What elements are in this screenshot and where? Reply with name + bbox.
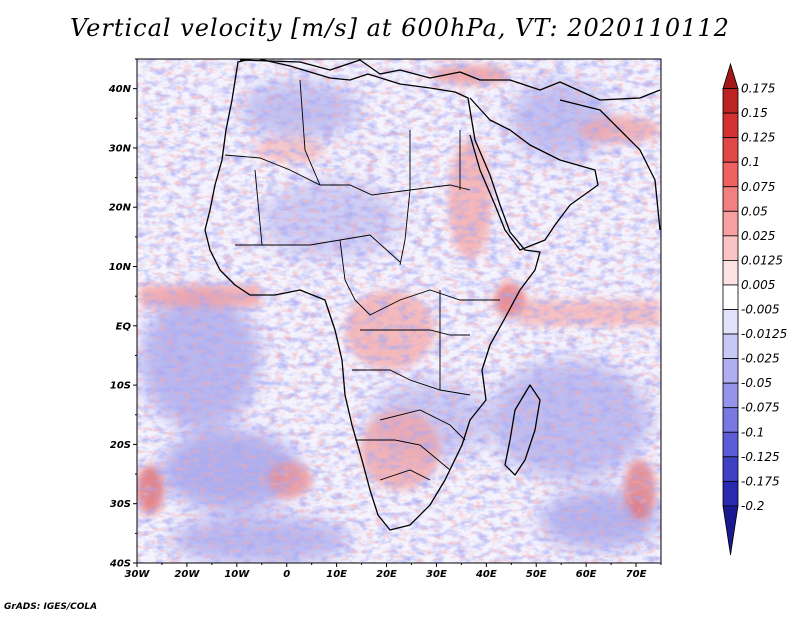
y-tick-label: 30S — [110, 499, 131, 510]
colorbar-segment — [722, 235, 739, 261]
coastlines — [204, 59, 661, 531]
colorbar-segment — [722, 333, 739, 359]
colorbar-label: -0.2 — [741, 499, 764, 513]
x-tick-label: 60E — [576, 569, 597, 580]
vertical-velocity-field — [137, 59, 661, 563]
y-tick-label: 20N — [109, 203, 132, 214]
x-tick-label: 30W — [125, 569, 151, 580]
colorbar-label: 0.0125 — [741, 253, 783, 267]
x-tick-label: 20E — [376, 569, 397, 580]
y-tick-label: 40S — [109, 559, 131, 570]
y-tick-label: 20S — [110, 440, 131, 451]
colorbar-label: -0.175 — [741, 474, 780, 488]
country-borders — [224, 79, 500, 481]
colorbar-top-arrow — [722, 62, 739, 89]
colorbar-bottom-arrow — [722, 505, 739, 556]
colorbar-label: -0.0125 — [741, 327, 787, 341]
colorbar-segment — [722, 309, 739, 335]
colorbar-segment — [722, 186, 739, 212]
colorbar-segment — [722, 137, 739, 163]
plot-frame — [136, 58, 662, 564]
x-tick-label: 10E — [326, 569, 347, 580]
x-tick-label: 50E — [526, 569, 547, 580]
colorbar-label: -0.025 — [741, 352, 780, 366]
colorbar-label: 0.025 — [741, 229, 775, 243]
y-tick-label: 10S — [110, 381, 131, 392]
colorbar-segment — [722, 161, 739, 188]
colorbar-segment — [722, 358, 739, 384]
colorbar-label: -0.125 — [741, 450, 780, 464]
y-tick-label: 40N — [108, 84, 132, 95]
colorbar-label: -0.05 — [741, 376, 772, 390]
colorbar-segment — [722, 284, 739, 310]
y-tick-label: EQ — [116, 321, 132, 332]
colorbar-segment — [722, 456, 739, 482]
colorbar-label: 0.05 — [741, 204, 768, 218]
x-tick-label: 0 — [283, 569, 290, 580]
y-tick-label: 10N — [109, 262, 132, 273]
colorbar-label: 0.125 — [741, 131, 775, 145]
colorbar-segment — [722, 382, 739, 409]
colorbar-label: 0.1 — [741, 155, 760, 169]
colorbar-label: -0.005 — [741, 303, 780, 317]
x-tick-label: 30E — [426, 569, 447, 580]
colorbar-label: -0.075 — [741, 401, 780, 415]
y-tick-label: 30N — [109, 143, 132, 154]
map-title: Vertical velocity [m/s] at 600hPa, VT: 2… — [70, 14, 730, 42]
x-tick-label: 10W — [224, 569, 250, 580]
x-tick-label: 40E — [475, 569, 497, 580]
x-axis: 30W 20W 10W 0 10E 20E 30E 40E 50E 60E 70E — [125, 563, 662, 580]
colorbar-segment — [722, 210, 739, 237]
grads-credit: GrADS: IGES/COLA — [4, 602, 98, 612]
colorbar-label: 0.075 — [741, 180, 775, 194]
colorbar-segment — [722, 480, 739, 507]
colorbar-label: -0.1 — [741, 425, 764, 439]
x-tick-label: 20W — [174, 569, 200, 580]
x-tick-label: 70E — [626, 569, 647, 580]
y-axis: 40N 30N 20N 10N EQ 10S 20S 30S 40S — [108, 58, 137, 570]
colorbar-label: 0.005 — [741, 278, 775, 292]
colorbar-segment — [722, 88, 739, 114]
colorbar-label: 0.175 — [741, 82, 775, 96]
colorbar-label: 0.15 — [741, 106, 768, 120]
colorbar: 0.175 0.15 0.125 0.1 0.075 0.05 0.025 0.0125 0.0… — [722, 62, 787, 556]
colorbar-segment — [722, 407, 739, 433]
colorbar-segment — [722, 112, 739, 139]
colorbar-segment — [722, 259, 739, 286]
colorbar-segment — [722, 431, 739, 458]
